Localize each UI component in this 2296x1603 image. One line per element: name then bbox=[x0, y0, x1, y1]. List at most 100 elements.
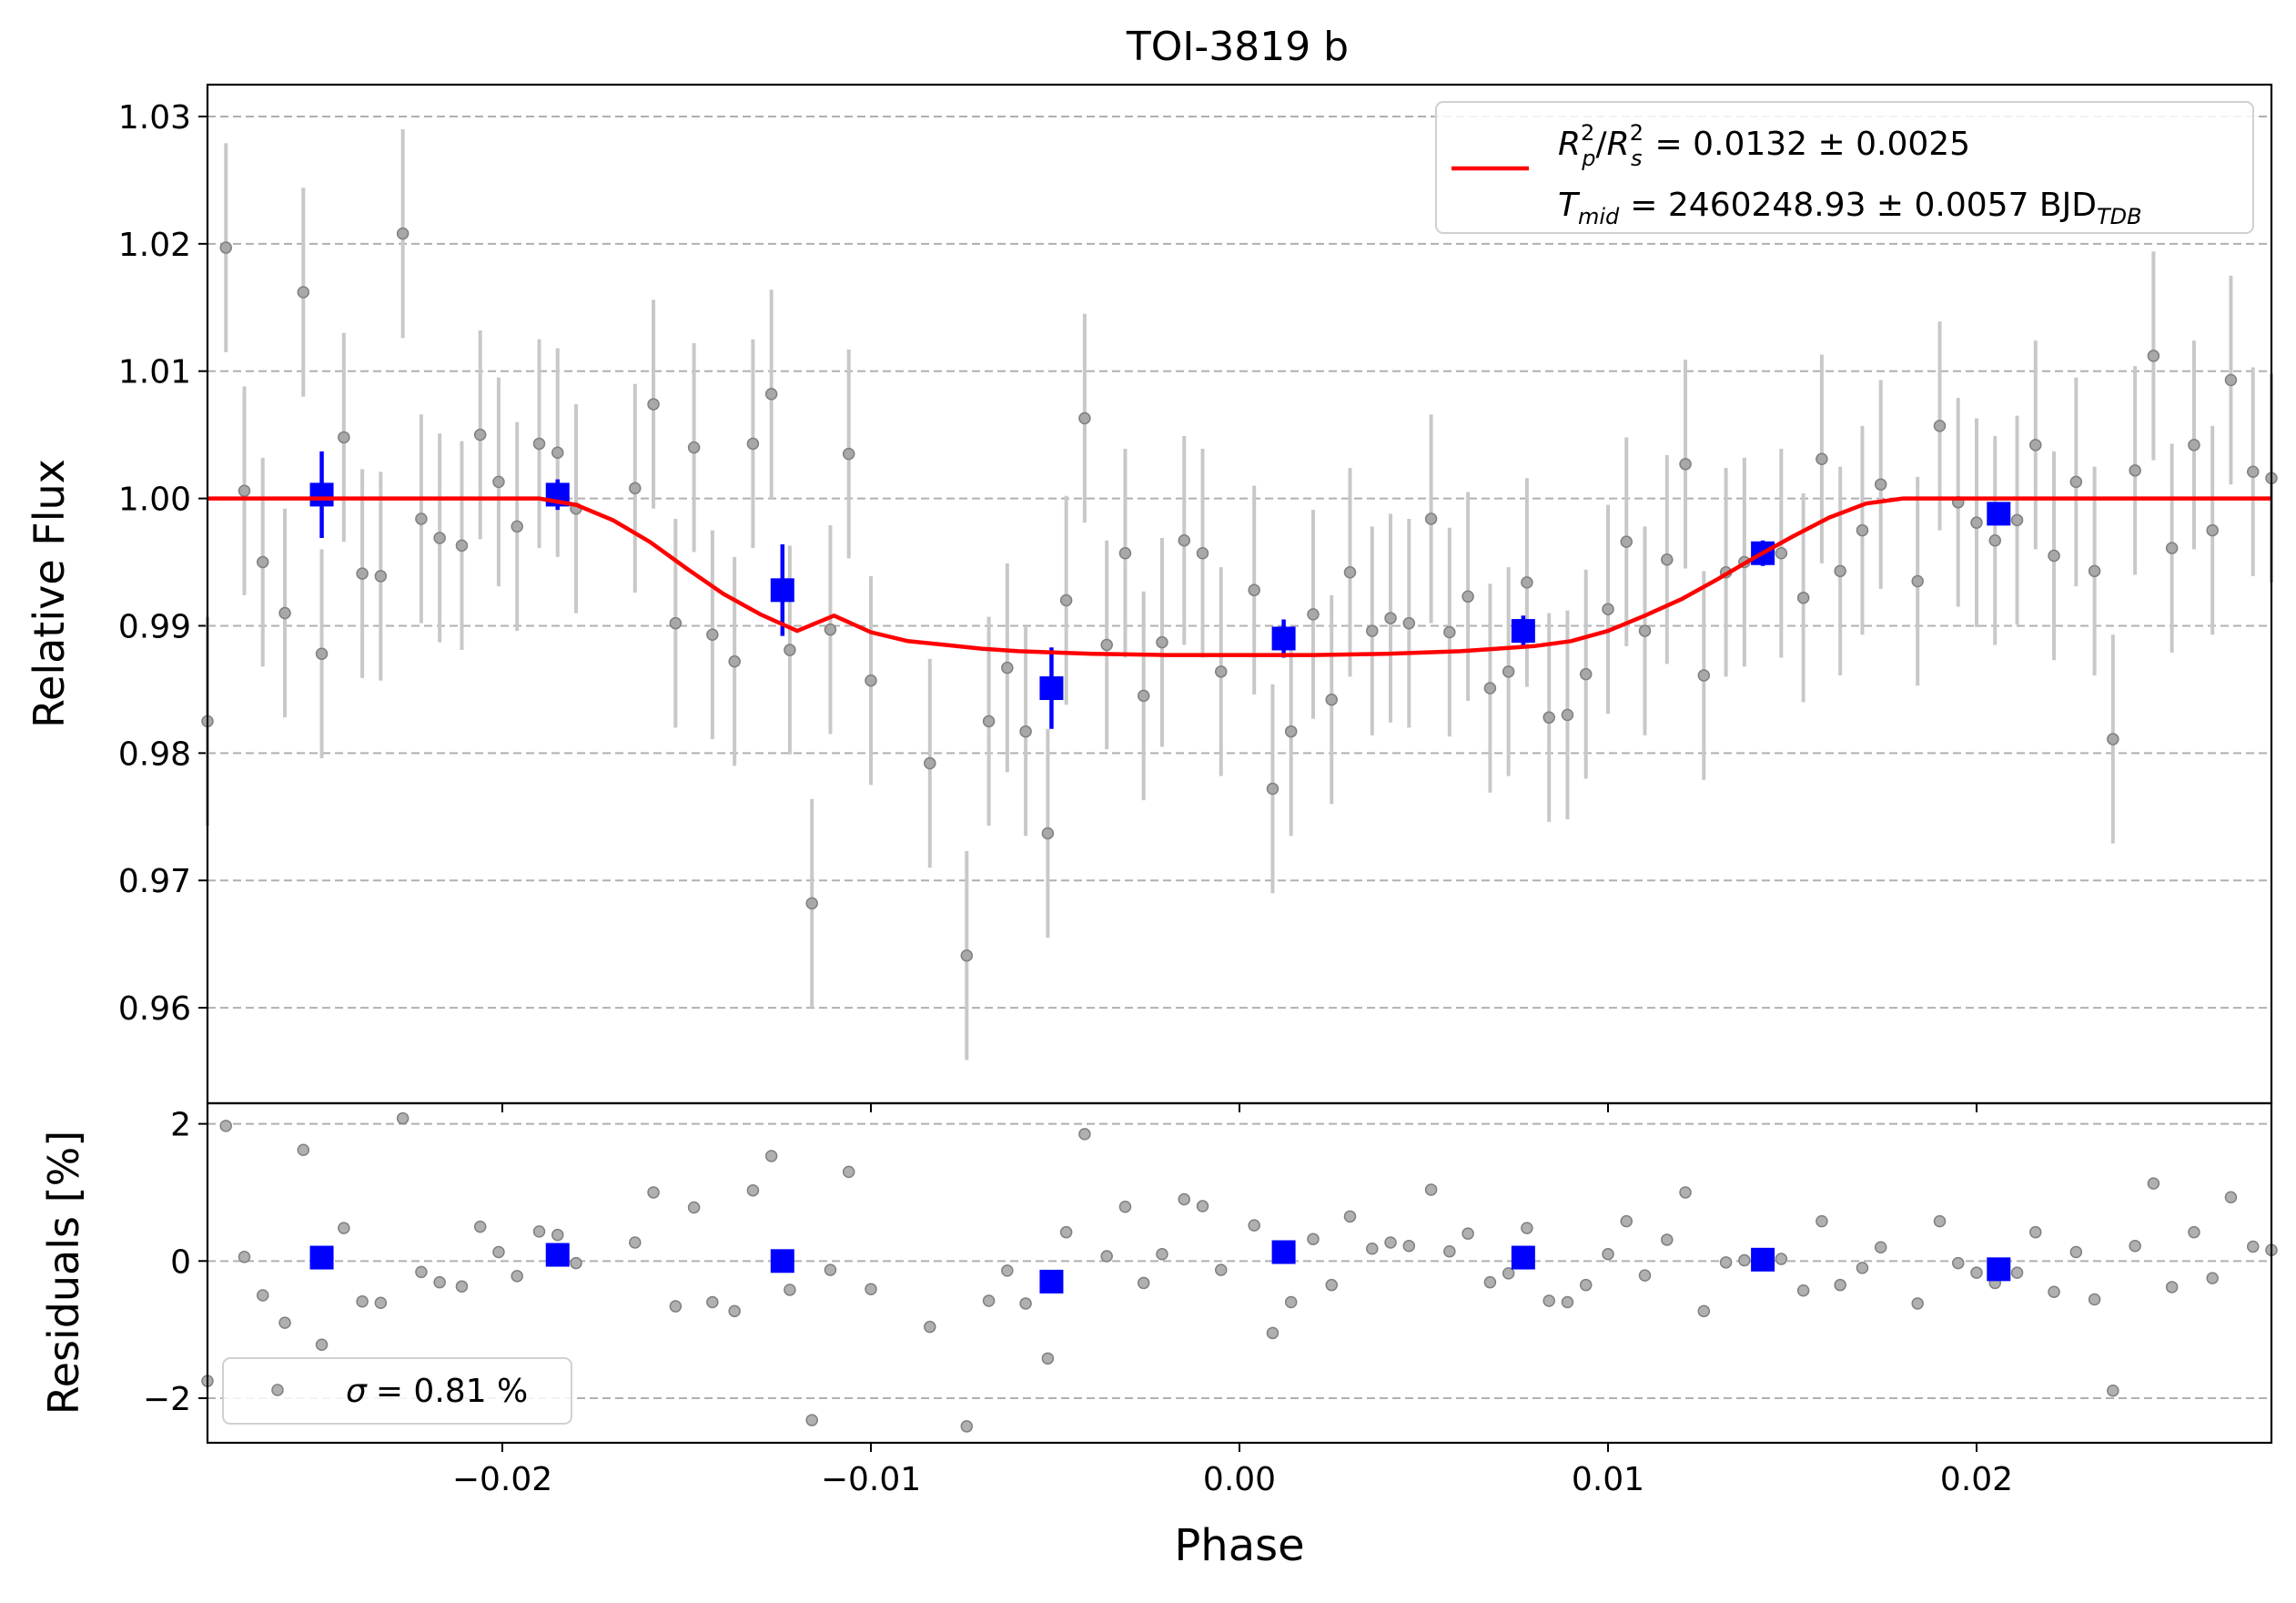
flux-raw-point bbox=[1775, 546, 1788, 560]
flux-raw-point bbox=[1118, 546, 1132, 560]
flux-y-tick-label: 1.02 bbox=[118, 227, 191, 264]
residual-raw-point bbox=[1542, 1294, 1555, 1307]
flux-raw-point bbox=[473, 428, 487, 441]
residual-raw-point bbox=[278, 1316, 291, 1329]
flux-raw-point bbox=[1443, 625, 1456, 639]
flux-raw-point bbox=[982, 715, 996, 728]
residual-raw-point bbox=[433, 1275, 446, 1289]
residual-raw-point bbox=[960, 1420, 974, 1433]
flux-y-tick-label: 0.96 bbox=[118, 990, 191, 1028]
flux-raw-point bbox=[1661, 553, 1674, 566]
x-tick-label: −0.01 bbox=[821, 1461, 921, 1498]
residual-raw-point bbox=[865, 1283, 877, 1295]
residual-raw-point bbox=[1738, 1253, 1751, 1267]
flux-raw-point bbox=[1521, 576, 1533, 589]
residual-raw-point bbox=[492, 1245, 505, 1259]
flux-raw-point bbox=[433, 532, 446, 544]
flux-raw-point bbox=[629, 482, 642, 495]
flux-y-tick-label: 0.98 bbox=[118, 736, 191, 773]
flux-raw-point bbox=[1816, 452, 1828, 465]
residual-raw-point bbox=[1579, 1278, 1593, 1292]
flux-raw-point bbox=[1697, 669, 1711, 682]
residual-raw-point bbox=[374, 1296, 388, 1310]
flux-raw-point bbox=[1078, 411, 1091, 425]
flux-raw-point bbox=[1215, 665, 1228, 678]
flux-raw-point bbox=[415, 512, 428, 525]
flux-raw-point bbox=[2029, 439, 2042, 451]
flux-binned-point bbox=[309, 482, 334, 507]
flux-raw-point bbox=[219, 241, 232, 254]
residual-raw-point bbox=[297, 1143, 310, 1156]
flux-raw-points bbox=[201, 227, 2278, 962]
legend-tmid-subscript: mid bbox=[1578, 204, 1620, 229]
flux-binned-point bbox=[1987, 502, 2011, 526]
residual-raw-point bbox=[728, 1304, 741, 1318]
residual-binned-point bbox=[545, 1243, 570, 1267]
residual-binned-point bbox=[1511, 1245, 1535, 1270]
x-tick-label: 0.01 bbox=[1572, 1461, 1644, 1498]
flux-raw-point bbox=[1156, 635, 1168, 649]
residual-raw-point bbox=[1307, 1233, 1320, 1245]
flux-raw-point bbox=[2088, 564, 2101, 578]
flux-raw-point bbox=[669, 616, 683, 630]
residual-raw-point bbox=[455, 1280, 469, 1293]
legend-tmid-value: = 2460248.93 ± 0.0057 BJD bbox=[1630, 187, 2097, 224]
residual-y-tick-label: 0 bbox=[170, 1243, 191, 1281]
residual-raw-point bbox=[764, 1150, 778, 1162]
flux-raw-point bbox=[532, 437, 546, 451]
flux-raw-point bbox=[687, 441, 701, 454]
residual-raw-point bbox=[2165, 1281, 2179, 1294]
flux-raw-point bbox=[338, 431, 350, 444]
flux-raw-point bbox=[1424, 512, 1438, 525]
flux-binned-point bbox=[1511, 619, 1535, 644]
residual-raw-point bbox=[2206, 1272, 2219, 1284]
flux-raw-errorbars bbox=[206, 128, 2273, 1060]
residual-raw-point bbox=[1118, 1201, 1132, 1213]
residual-raw-point bbox=[1933, 1214, 1947, 1228]
residual-binned-point bbox=[1751, 1247, 1775, 1272]
flux-raw-point bbox=[492, 475, 505, 489]
flux-raw-point bbox=[824, 623, 837, 636]
flux-raw-point bbox=[1502, 665, 1515, 678]
residual-raw-point bbox=[842, 1165, 855, 1179]
flux-raw-point bbox=[1542, 711, 1555, 724]
residual-raw-point bbox=[1521, 1222, 1533, 1234]
flux-raw-point bbox=[2069, 475, 2083, 489]
x-axis-label: Phase bbox=[1174, 1520, 1304, 1571]
residual-y-axis-ticks: −2 0 2 bbox=[143, 1107, 207, 1418]
flux-raw-point bbox=[1248, 583, 1260, 597]
residual-raw-point bbox=[1384, 1236, 1397, 1249]
residual-raw-point bbox=[1911, 1297, 1924, 1310]
residual-raw-points bbox=[201, 1111, 2278, 1433]
transit-model-line bbox=[207, 496, 2271, 657]
residual-raw-point bbox=[511, 1270, 523, 1283]
residual-raw-point bbox=[1266, 1326, 1279, 1340]
flux-raw-point bbox=[1970, 516, 1983, 529]
flux-raw-point bbox=[784, 644, 796, 656]
residual-raw-point bbox=[2088, 1293, 2101, 1306]
residual-raw-point bbox=[784, 1283, 796, 1296]
residual-panel: −2 0 2 Residuals [%] σ = 0.81 % bbox=[39, 1101, 2278, 1445]
residual-raw-point bbox=[629, 1236, 642, 1249]
residual-raw-point bbox=[338, 1222, 350, 1234]
legend-tmid-symbol: T bbox=[1558, 187, 1581, 224]
flux-raw-point bbox=[805, 897, 818, 910]
flux-raw-point bbox=[315, 647, 329, 660]
flux-raw-point bbox=[1796, 591, 1810, 604]
sigma-symbol: σ bbox=[346, 1373, 368, 1410]
residual-raw-point bbox=[1196, 1200, 1209, 1212]
flux-raw-point bbox=[238, 484, 251, 497]
residual-raw-point bbox=[2147, 1177, 2160, 1190]
residual-binned-point bbox=[1271, 1240, 1296, 1264]
residual-raw-point bbox=[924, 1320, 936, 1334]
flux-raw-point bbox=[1343, 565, 1357, 579]
residual-raw-point bbox=[532, 1225, 546, 1238]
flux-raw-point bbox=[297, 286, 310, 299]
residual-raw-point bbox=[1483, 1275, 1497, 1289]
residual-raw-point bbox=[1215, 1263, 1228, 1276]
residual-raw-point bbox=[1502, 1267, 1515, 1280]
flux-raw-point bbox=[551, 446, 564, 459]
residual-raw-point bbox=[1816, 1214, 1828, 1228]
residual-legend-box bbox=[222, 1357, 572, 1425]
